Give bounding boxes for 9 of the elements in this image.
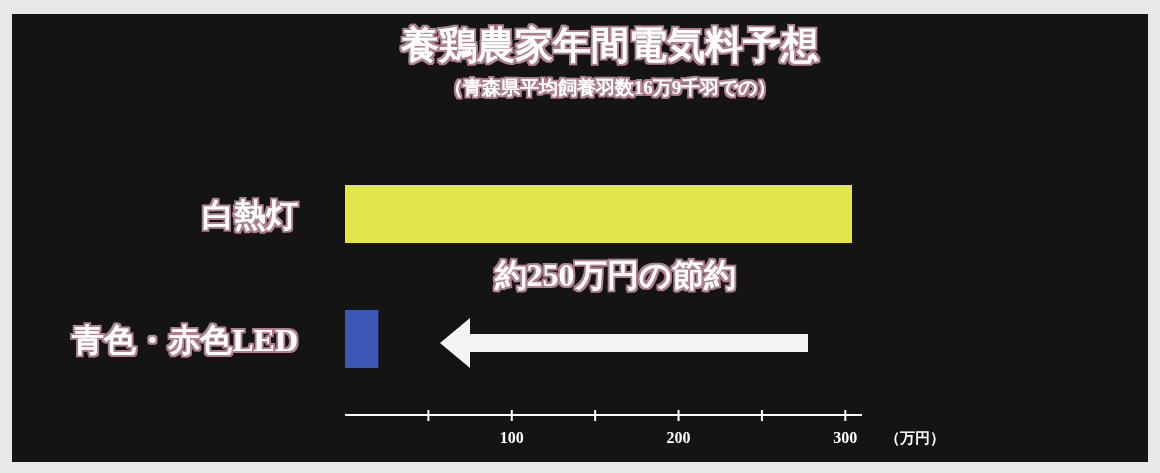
y-tick-label: 青色・赤色LED (71, 322, 298, 358)
chart-subtitle: （青森県平均飼養羽数16万9千羽での） (443, 77, 777, 98)
chart-title: 養鶏農家年間電気料予想 (400, 24, 819, 66)
x-tick-label: 100 (499, 429, 524, 446)
x-axis-title: （万円） (885, 430, 945, 446)
y-tick-label: 白熱灯 (202, 197, 298, 233)
annotation: 約250万円の節約 (493, 257, 736, 293)
x-tick-label: 200 (666, 429, 691, 446)
x-tick-label: 300 (833, 429, 858, 446)
